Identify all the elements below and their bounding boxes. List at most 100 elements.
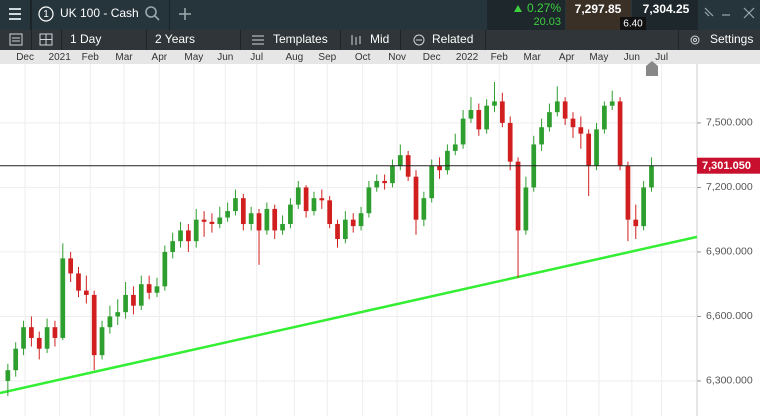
candle-body [217,217,223,224]
x-tick-label: Jul [655,52,668,63]
change-percent: 0.27% [527,1,561,15]
range[interactable]: 2 Years [155,32,195,46]
x-tick-label: Apr [152,52,168,63]
candle-body [343,219,348,240]
price-type[interactable]: Mid [370,32,389,46]
templates[interactable]: Templates [273,32,328,46]
candle-body [60,258,66,338]
candle-body [193,219,199,242]
candle-body [131,294,136,306]
candle-body [515,161,521,231]
trend-line [0,235,698,395]
x-tick-label: Sep [318,52,336,63]
instrument-number: 1 [43,9,49,20]
candle-body [358,213,364,227]
candle-body [547,112,552,128]
candle-body [413,176,419,220]
toolbar [0,30,760,50]
candle-body [146,284,152,293]
x-tick-label: Dec [16,52,34,63]
spread-box [620,17,646,30]
candle-body [186,230,191,242]
candle-body [366,187,372,214]
candle-body [29,327,34,338]
candle-body [115,312,121,317]
current-price-box [697,157,760,174]
candle-body [586,133,592,166]
change-points: 20.03 [533,16,561,28]
candle-body [452,144,458,151]
sell-price[interactable]: 7,297.85 [575,2,622,16]
candle-body [91,294,97,356]
x-tick-label: Aug [285,52,303,63]
plot: Dec 2021 Feb Mar Apr May Jun Jul Aug Sep Oct Nov Dec… [0,52,760,416]
candle-body [264,208,270,231]
window-icons[interactable] [704,7,755,19]
candle-body [374,180,380,188]
candle-body [382,180,387,184]
x-tick-label: Feb [82,52,100,63]
candle-body [107,316,113,328]
buy-price[interactable]: 7,304.25 [643,2,690,16]
x-tick-label: May [184,52,203,63]
candle-body [209,221,215,224]
candle-body [335,223,340,240]
candle-body [233,198,238,212]
x-tick-label: 2022 [456,52,479,63]
candle-body [633,219,639,227]
candle-body [319,198,325,201]
candle-body [99,327,105,356]
candle-body [303,187,309,212]
candle-body [507,122,513,162]
search-icon[interactable] [145,6,160,21]
y-tick-label: 7,500.000 [706,117,753,129]
menu-icon[interactable] [9,8,21,20]
candle-body [625,165,631,220]
candle-body [594,129,599,166]
candle-body [437,165,442,171]
candle-body [162,251,168,287]
candle-body [178,230,183,242]
y-tick-label: 6,900.000 [706,246,753,258]
candle-body [492,101,497,106]
add-icon[interactable] [179,8,191,20]
candle-body [562,101,568,119]
candle-body [21,327,26,349]
candle-body [554,101,560,113]
candle-body [539,127,544,145]
candle-body [570,118,576,128]
candle-body [397,155,403,166]
candle-body [154,286,160,293]
candle-body [123,294,128,313]
y-tick-label: 7,200.000 [706,181,753,193]
plot-background [0,64,760,416]
separator [30,0,32,30]
x-tick-label: Nov [388,52,406,63]
instrument-name[interactable]: UK 100 - Cash [60,6,139,20]
candle-body [295,187,301,205]
candle-body [617,101,623,166]
interval[interactable]: 1 Day [70,32,101,46]
x-tick-label: Jun [217,52,233,63]
candle-body [460,118,466,145]
candle-body [429,165,435,199]
current-price-label: 7,301.050 [702,160,751,172]
candle-body [499,101,505,123]
date-strip [0,50,760,64]
candle-body [445,150,450,171]
candle-body [68,258,73,274]
x-tick-label: Feb [491,52,509,63]
candle-body [138,284,144,306]
scroll-marker[interactable] [646,61,658,76]
toolbar-separators [31,30,679,50]
toolbar-icons[interactable] [9,33,700,46]
candle-body [484,105,489,130]
settings[interactable]: Settings [710,32,753,46]
y-tick-label: 6,600.000 [706,310,753,322]
related[interactable]: Related [432,32,473,46]
candle-body [578,127,584,134]
candle-body [468,110,474,119]
y-tick-label: 6,300.000 [706,375,753,387]
candle-body [311,198,317,212]
